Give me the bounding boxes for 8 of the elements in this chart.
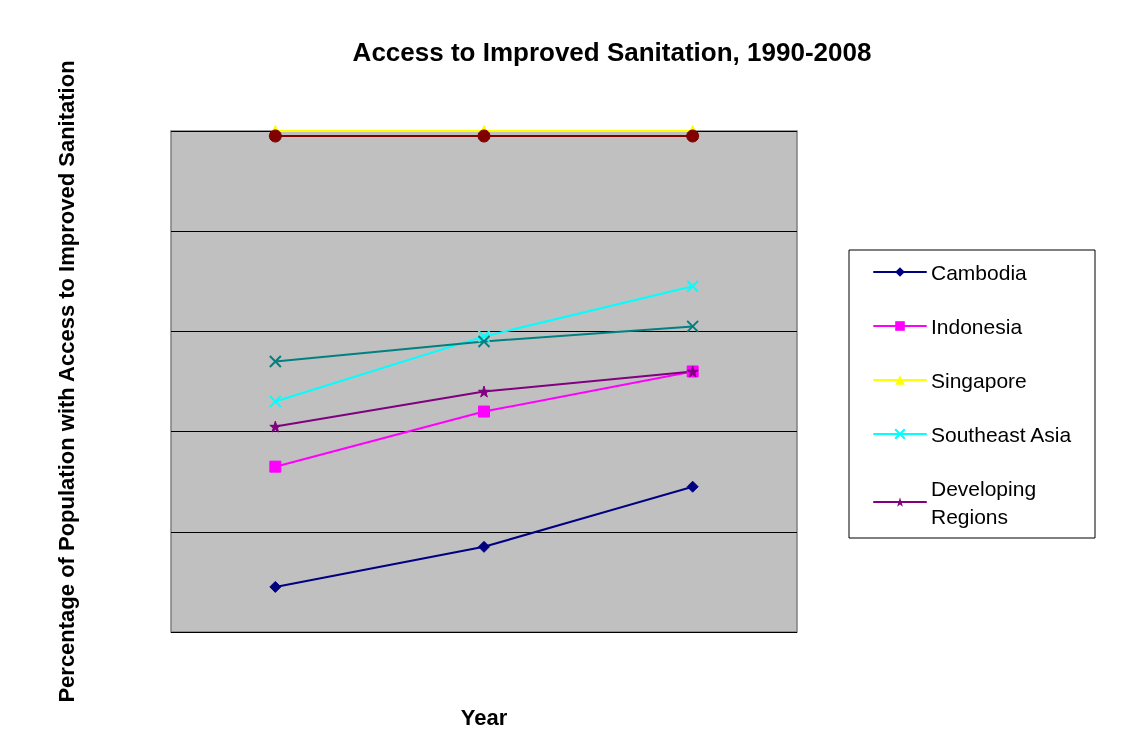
legend-label: Indonesia xyxy=(931,314,1023,338)
legend-label: Developing Regions xyxy=(931,476,1042,528)
legend-label: Singapore xyxy=(931,368,1027,392)
x-axis-title: Year xyxy=(460,704,508,730)
chart-title: Access to Improved Sanitation, 1990-2008 xyxy=(352,37,872,67)
legend-label: Cambodia xyxy=(931,260,1028,284)
legend-label: Southeast Asia xyxy=(931,422,1072,446)
y-axis-title: Percentage of Population with Access to Improved Sanitation xyxy=(53,60,79,703)
